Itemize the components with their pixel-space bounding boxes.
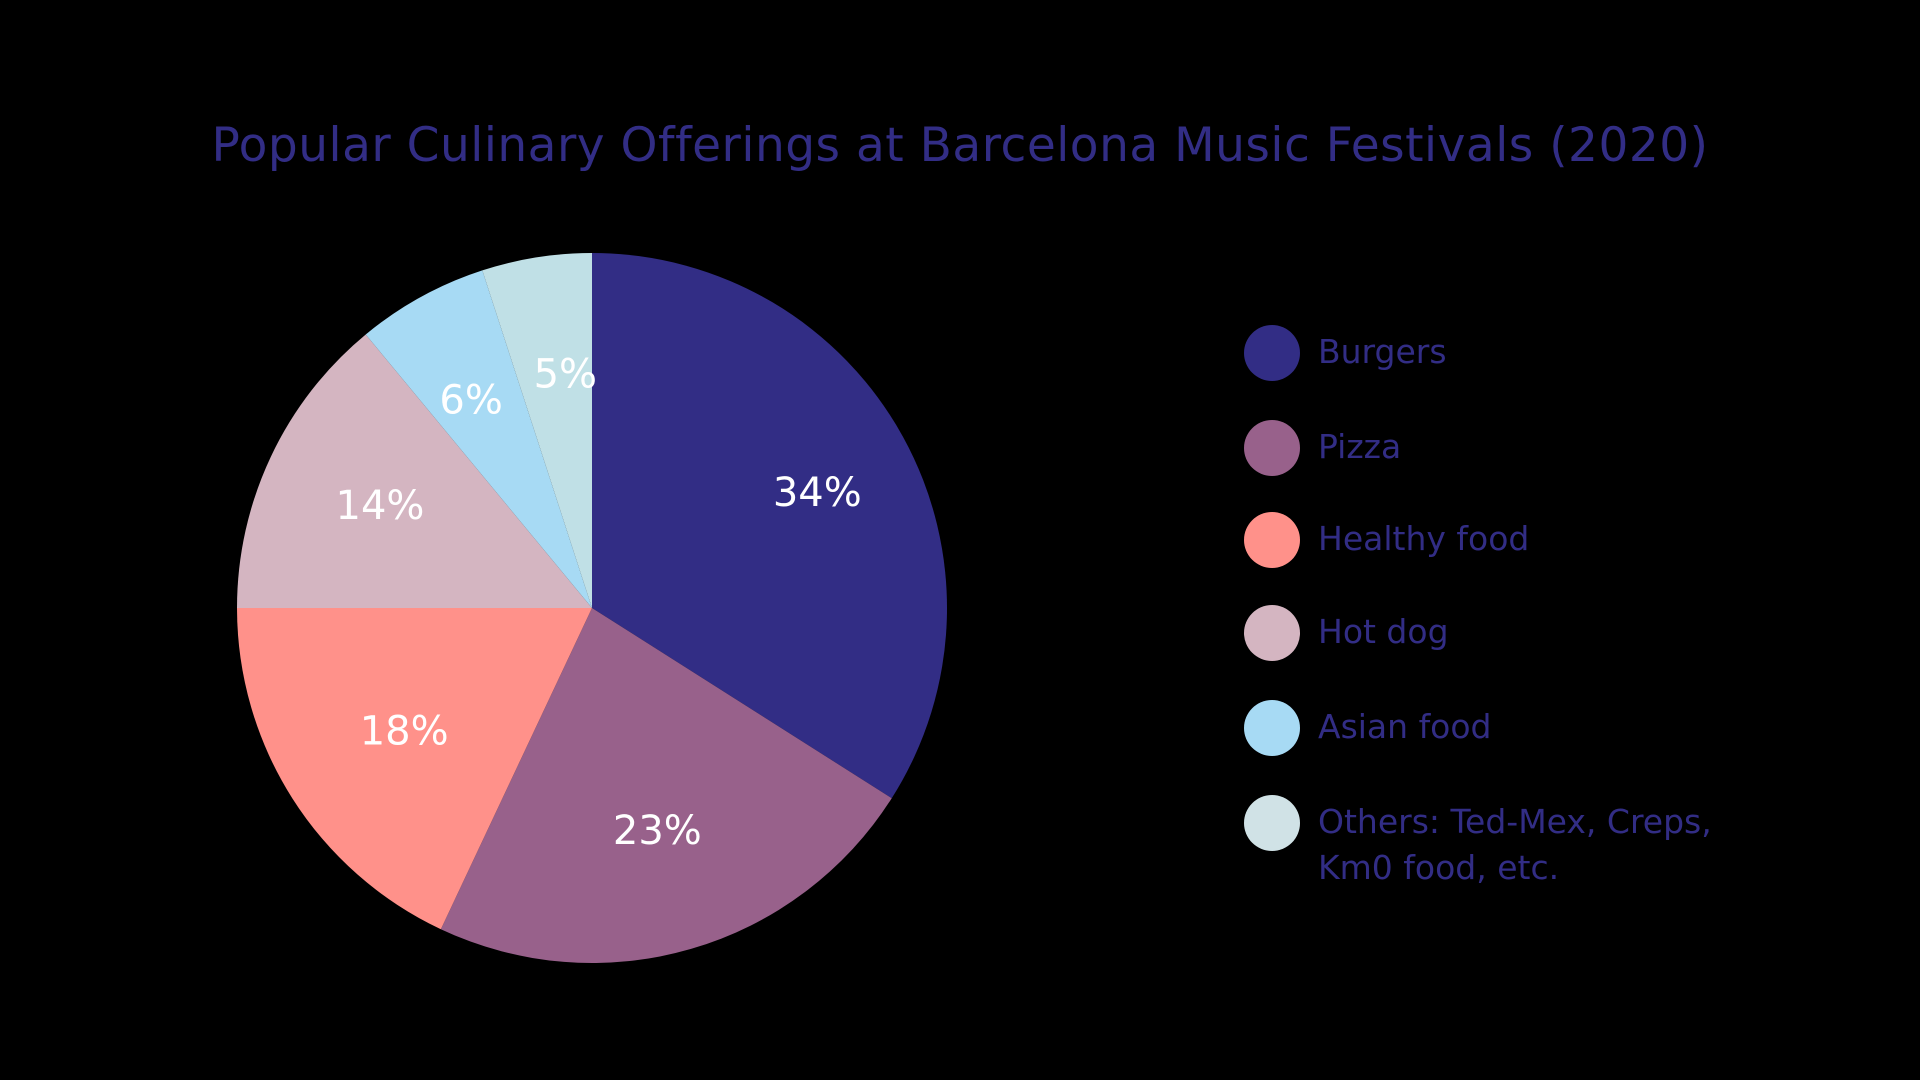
legend-swatch [1244,512,1300,568]
pie-slice-asian-food [365,270,592,608]
legend-swatch [1244,700,1300,756]
legend-label: Others: Ted-Mex, Creps, Km0 food, etc. [1318,802,1712,887]
legend-swatch [1244,325,1300,381]
legend-label: Hot dog [1318,612,1449,651]
slice-data-label: 14% [336,483,425,529]
pie-slice-pizza [440,608,892,963]
pie-slice-burgers [592,253,947,799]
slice-data-label: 18% [360,709,449,755]
slice-data-label: 5% [534,352,597,398]
pie-slice-others [482,253,592,608]
legend-label: Asian food [1318,707,1492,746]
legend-label: Burgers [1318,332,1447,371]
pie-slices [237,253,947,963]
pie-slice-healthy-food [237,608,592,930]
chart-title: Popular Culinary Offerings at Barcelona … [211,118,1709,173]
legend-label: Healthy food [1318,519,1530,558]
legend-swatch [1244,420,1300,476]
slice-data-label: 6% [439,378,502,424]
pie-data-labels: 34% 23% 18% 14% 6% 5% [336,352,862,854]
legend-label: Pizza [1318,427,1402,466]
slice-data-label: 34% [773,470,862,516]
slice-data-label: 23% [613,808,702,854]
legend-swatch [1244,795,1300,851]
pie-slice-hot-dog [237,334,592,608]
legend-swatch [1244,605,1300,661]
